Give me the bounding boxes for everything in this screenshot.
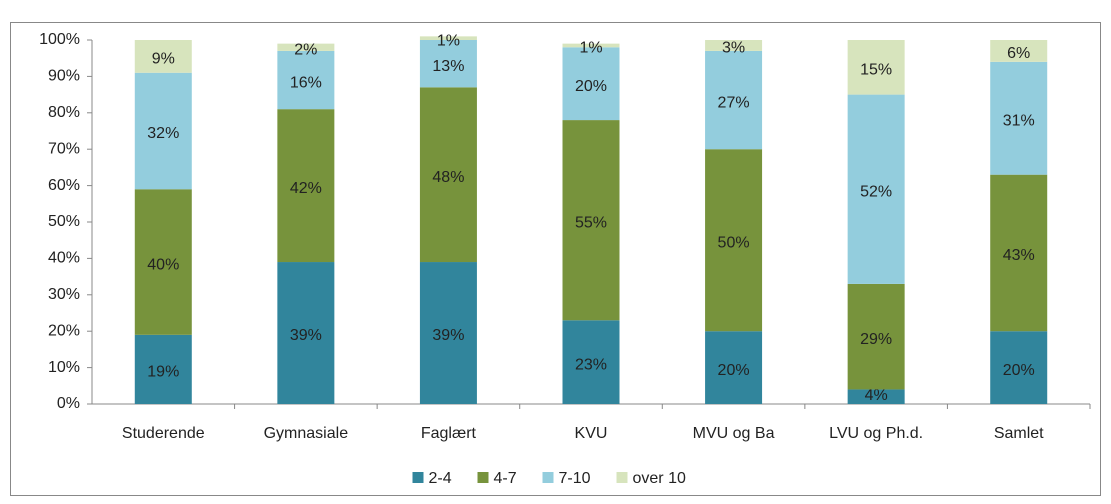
bar-segment xyxy=(419,36,477,40)
data-label: 6% xyxy=(1007,45,1030,62)
legend-swatch xyxy=(477,472,489,483)
y-tick-label: 100% xyxy=(39,31,80,48)
data-label: 2% xyxy=(294,41,317,58)
y-tick-label: 40% xyxy=(48,250,80,267)
bar-segment xyxy=(419,262,477,404)
legend-swatch xyxy=(616,472,628,483)
bar-segment xyxy=(419,40,477,88)
bar-segment xyxy=(990,61,1048,175)
x-tick-label: LVU og Ph.d. xyxy=(829,425,923,442)
data-label: 20% xyxy=(1003,362,1035,379)
y-tick-label: 20% xyxy=(48,322,80,339)
data-label: 55% xyxy=(575,214,607,231)
data-label: 13% xyxy=(432,58,464,75)
bar-segment xyxy=(277,50,335,110)
data-label: 42% xyxy=(290,180,322,197)
legend-label: 4-7 xyxy=(494,470,517,487)
bar-segment xyxy=(562,320,620,404)
x-tick-label: KVU xyxy=(575,425,608,442)
data-label: 1% xyxy=(579,40,602,57)
bar-segment xyxy=(134,40,192,73)
bar-segment xyxy=(990,40,1048,62)
bar-segment xyxy=(562,43,620,48)
bar-segment xyxy=(562,47,620,121)
y-tick-label: 80% xyxy=(48,104,80,121)
data-label: 29% xyxy=(860,331,892,348)
data-label: 32% xyxy=(147,125,179,142)
data-label: 20% xyxy=(575,78,607,95)
y-tick-label: 90% xyxy=(48,68,80,85)
data-label: 40% xyxy=(147,256,179,273)
legend-swatch xyxy=(412,472,424,483)
y-tick-label: 0% xyxy=(57,395,80,412)
bar-segment xyxy=(705,40,763,51)
bar-segment xyxy=(705,50,763,150)
data-label: 9% xyxy=(152,51,175,68)
x-tick-label: MVU og Ba xyxy=(693,425,775,442)
bar-segment xyxy=(990,174,1048,332)
bar-segment xyxy=(847,389,905,404)
x-tick-label: Samlet xyxy=(994,425,1044,442)
data-label: 3% xyxy=(722,40,745,57)
bar-segment xyxy=(705,331,763,404)
y-tick-label: 10% xyxy=(48,359,80,376)
y-tick-label: 70% xyxy=(48,140,80,157)
bar-segment xyxy=(134,72,192,190)
bar-segment xyxy=(277,43,335,51)
chart-frame xyxy=(10,22,1101,496)
bar-segment xyxy=(847,283,905,390)
data-label: 48% xyxy=(432,169,464,186)
legend-label: 7-10 xyxy=(559,470,591,487)
legend-swatch xyxy=(542,472,554,483)
data-label: 50% xyxy=(718,234,750,251)
legend-label: 2-4 xyxy=(429,470,452,487)
data-label: 20% xyxy=(718,362,750,379)
bar-segment xyxy=(990,331,1048,404)
data-label: 4% xyxy=(865,387,888,404)
bar-segment xyxy=(562,120,620,321)
data-label: 39% xyxy=(432,327,464,344)
data-label: 52% xyxy=(860,183,892,200)
bar-segment xyxy=(847,40,905,95)
data-label: 27% xyxy=(718,94,750,111)
data-label: 15% xyxy=(860,62,892,79)
x-tick-label: Gymnasiale xyxy=(264,425,349,442)
data-label: 16% xyxy=(290,74,322,91)
y-tick-label: 50% xyxy=(48,213,80,230)
data-label: 19% xyxy=(147,364,179,381)
bar-segment xyxy=(847,94,905,284)
x-tick-label: Studerende xyxy=(122,425,205,442)
y-tick-label: 60% xyxy=(48,177,80,194)
data-label: 1% xyxy=(437,32,460,49)
y-tick-label: 30% xyxy=(48,286,80,303)
bar-segment xyxy=(277,262,335,404)
bar-segment xyxy=(134,189,192,335)
bar-segment xyxy=(134,334,192,404)
x-tick-label: Faglært xyxy=(421,425,477,442)
data-label: 43% xyxy=(1003,247,1035,264)
bar-segment xyxy=(277,109,335,263)
data-label: 39% xyxy=(290,327,322,344)
data-label: 23% xyxy=(575,356,607,373)
bar-segment xyxy=(419,87,477,263)
legend-label: over 10 xyxy=(633,470,686,487)
bar-segment xyxy=(705,149,763,332)
data-label: 31% xyxy=(1003,112,1035,129)
